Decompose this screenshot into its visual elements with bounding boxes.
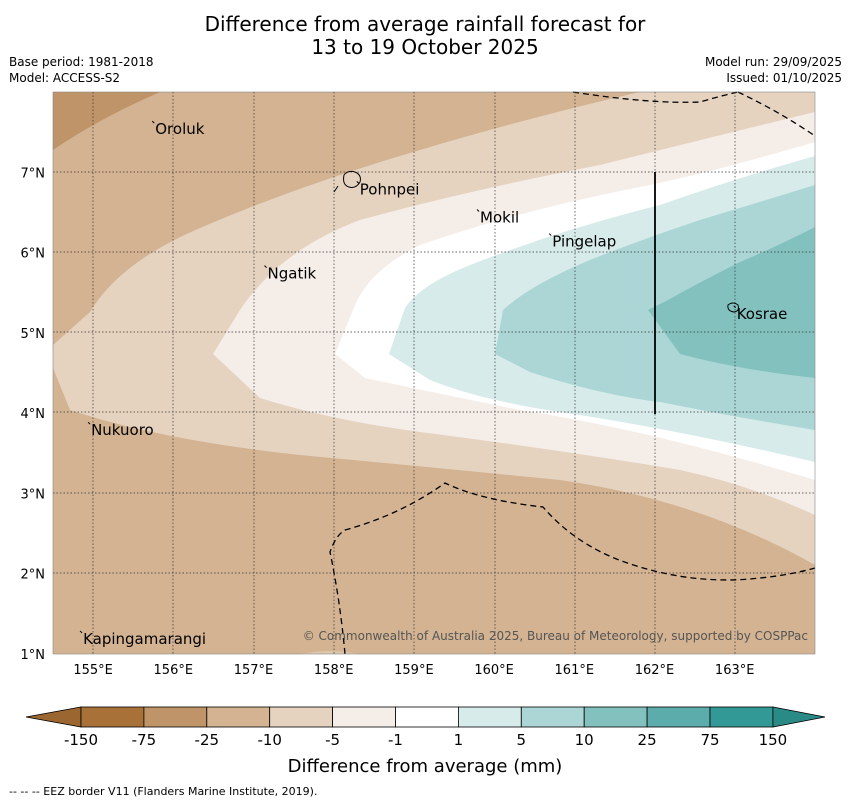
- lon-tick-label: 155°E: [73, 663, 113, 678]
- map-frame: [52, 91, 816, 655]
- lon-tick-label: 158°E: [314, 663, 354, 678]
- lat-tick-label: 1°N: [21, 648, 46, 663]
- place-marker: [87, 421, 91, 425]
- colorbar-segment: [583, 706, 648, 728]
- lon-tick-labels: 155°E 156°E 157°E 158°E 159°E 160°E 161°E 162°E…: [73, 663, 754, 678]
- title-line-2: 13 to 19 October 2025: [311, 35, 539, 59]
- lon-tick-label: 160°E: [474, 663, 514, 678]
- lon-tick-label: 157°E: [234, 663, 274, 678]
- islands: [333, 170, 739, 313]
- colorbar-tick-label: 25: [638, 731, 657, 749]
- place-marker: [151, 120, 155, 124]
- lat-tick-labels: 7°N 6°N 5°N 4°N 3°N 2°N 1°N: [21, 166, 46, 663]
- gridlines: [53, 92, 815, 654]
- colorbar-segment: [143, 706, 208, 728]
- colorbar-segment: [646, 706, 711, 728]
- place-label: Nukuoro: [91, 421, 154, 439]
- place-marker: [264, 265, 267, 269]
- meta-left: Base period: 1981-2018 Model: ACCESS-S2: [9, 54, 154, 86]
- place-label: Kosrae: [737, 305, 788, 323]
- colorbar-tick-label: 75: [700, 731, 719, 749]
- eez-footnote: -- -- -- EEZ border V11 (Flanders Marine…: [9, 785, 318, 798]
- contour-minus-75: [53, 92, 160, 150]
- colorbar-segment: [269, 706, 334, 728]
- colorbar-tick-label: -5: [325, 731, 340, 749]
- colorbar-tick-label: -10: [257, 731, 282, 749]
- lat-tick-label: 6°N: [21, 247, 46, 262]
- model-run: Model run: 29/09/2025: [704, 55, 842, 69]
- base-period: Base period: 1981-2018: [9, 55, 154, 69]
- lon-tick-label: 163°E: [715, 663, 755, 678]
- colorbar-tick-labels: -150 -75 -25 -10 -5 -1 1 5 10 25 75 150: [64, 731, 787, 749]
- lat-tick-label: 5°N: [21, 327, 46, 342]
- place-label: Ngatik: [268, 265, 317, 283]
- place-marker: [476, 209, 480, 212]
- title-line-1: Difference from average rainfall forecas…: [204, 12, 646, 36]
- place-label: Pingelap: [552, 233, 616, 251]
- lat-tick-label: 2°N: [21, 568, 46, 583]
- place-label: Pohnpei: [360, 180, 420, 198]
- place-label: Mokil: [480, 208, 519, 226]
- place-marker: [548, 233, 552, 236]
- eez-borders: [329, 91, 816, 655]
- meta-right: Model run: 29/09/2025 Issued: 01/10/2025: [705, 54, 842, 86]
- map-title: Difference from average rainfall forecas…: [0, 13, 850, 59]
- colorbar-tick-label: -150: [64, 731, 98, 749]
- colorbar-tick-label: 5: [517, 731, 527, 749]
- lon-tick-label: 159°E: [394, 663, 434, 678]
- lon-tick-label: 162°E: [635, 663, 675, 678]
- contour-field: [53, 92, 815, 654]
- place-label: Kapingamarangi: [83, 630, 206, 648]
- colorbar-segment: [80, 706, 145, 728]
- colorbar-segment: [457, 706, 522, 728]
- colorbar-label: Difference from average (mm): [287, 756, 563, 777]
- contour-plus-10: [648, 227, 815, 378]
- colorbar-segment: [332, 706, 396, 728]
- model-name: Model: ACCESS-S2: [9, 71, 121, 85]
- lat-tick-label: 7°N: [21, 166, 46, 181]
- issued-date: Issued: 01/10/2025: [726, 71, 842, 85]
- colorbar-tick-label: -25: [195, 731, 220, 749]
- place-marker: [733, 305, 737, 309]
- place-marker: [356, 181, 360, 184]
- colorbar-tick-label: 150: [759, 731, 788, 749]
- colorbar-tick-label: -75: [132, 731, 157, 749]
- lat-tick-label: 4°N: [21, 407, 46, 422]
- kosrae-island-shape: [727, 302, 739, 313]
- lat-tick-label: 3°N: [21, 487, 46, 502]
- colorbar: [25, 706, 826, 728]
- place-labels: Oroluk Pohnpei Mokil Pingelap Ngatik Kosrae Nu…: [79, 120, 788, 648]
- colorbar-tick-label: 10: [575, 731, 594, 749]
- colorbar-tick-label: 1: [454, 731, 464, 749]
- copyright-notice: © Commonwealth of Australia 2025, Bureau…: [303, 629, 808, 643]
- colorbar-segment: [395, 706, 459, 728]
- pohnpei-island-shape: [343, 170, 361, 188]
- lon-tick-label: 156°E: [154, 663, 194, 678]
- colorbar-extend-low: [25, 706, 82, 728]
- lon-tick-label: 161°E: [555, 663, 595, 678]
- place-label: Oroluk: [155, 120, 204, 138]
- colorbar-segment: [709, 706, 774, 728]
- colorbar-segment: [206, 706, 271, 728]
- colorbar-segment: [520, 706, 585, 728]
- place-marker: [79, 630, 83, 634]
- colorbar-extend-high: [772, 706, 826, 728]
- colorbar-tick-label: -1: [388, 731, 403, 749]
